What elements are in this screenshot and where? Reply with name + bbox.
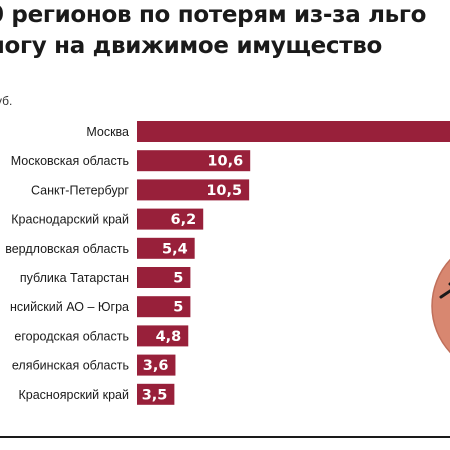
unit-label: уб. xyxy=(0,94,13,108)
bar xyxy=(137,383,175,405)
value-label: 5,4 xyxy=(162,241,188,257)
category-label: нсийский АО – Югра xyxy=(10,300,129,314)
value-label: 6,2 xyxy=(171,212,197,228)
bar-row: елябинская область 3,6 xyxy=(12,354,176,376)
bar-row: Краснодарский край 6,2 xyxy=(11,208,204,230)
category-label: Краснодарский край xyxy=(11,213,129,227)
bar xyxy=(137,179,250,201)
category-label: публика Татарстан xyxy=(20,271,129,285)
bar xyxy=(137,325,189,347)
value-label: 3,5 xyxy=(142,387,168,403)
decorative-circle xyxy=(431,258,450,354)
category-label: елябинская область xyxy=(12,359,129,373)
category-label: Санкт-Петербург xyxy=(31,183,129,197)
bar-row: Московская область 10,6 xyxy=(11,150,251,172)
category-label: Красноярский край xyxy=(18,388,129,402)
bar xyxy=(137,208,204,230)
bar xyxy=(137,267,191,288)
chart-title: 0 регионов по потерям из-за льго логу на… xyxy=(0,0,450,62)
bottom-rule xyxy=(0,436,450,438)
bar-row: егородская область 4,8 xyxy=(14,325,189,347)
bar-row: Москва xyxy=(86,121,450,142)
bar-row: нсийский АО – Югра 5 xyxy=(10,296,191,318)
category-label: Московская область xyxy=(11,154,129,168)
value-label: 10,6 xyxy=(207,154,243,170)
chart-title-line-1: 0 регионов по потерям из-за льго xyxy=(0,2,427,28)
bar xyxy=(137,296,191,318)
bar-row: Санкт-Петербург 10,5 xyxy=(31,179,250,201)
value-label: 3,6 xyxy=(143,358,169,374)
bar xyxy=(137,237,195,259)
value-label: 10,5 xyxy=(206,183,242,199)
chart-title-line-2: логу на движимое имущество xyxy=(0,33,382,59)
category-label: вердловская область xyxy=(5,242,129,256)
bar xyxy=(137,354,176,376)
category-label: Москва xyxy=(86,125,129,139)
decorative-clock-hand xyxy=(439,282,450,299)
bar xyxy=(137,150,251,172)
bar-row: Красноярский край 3,5 xyxy=(18,383,175,405)
value-label: 5 xyxy=(173,300,183,316)
value-label: 5 xyxy=(173,271,183,287)
value-label: 4,8 xyxy=(156,329,182,345)
bar-row: вердловская область 5,4 xyxy=(5,237,195,259)
bar-row: публика Татарстан 5 xyxy=(20,267,191,288)
category-label: егородская область xyxy=(14,329,129,343)
bar xyxy=(137,121,450,142)
